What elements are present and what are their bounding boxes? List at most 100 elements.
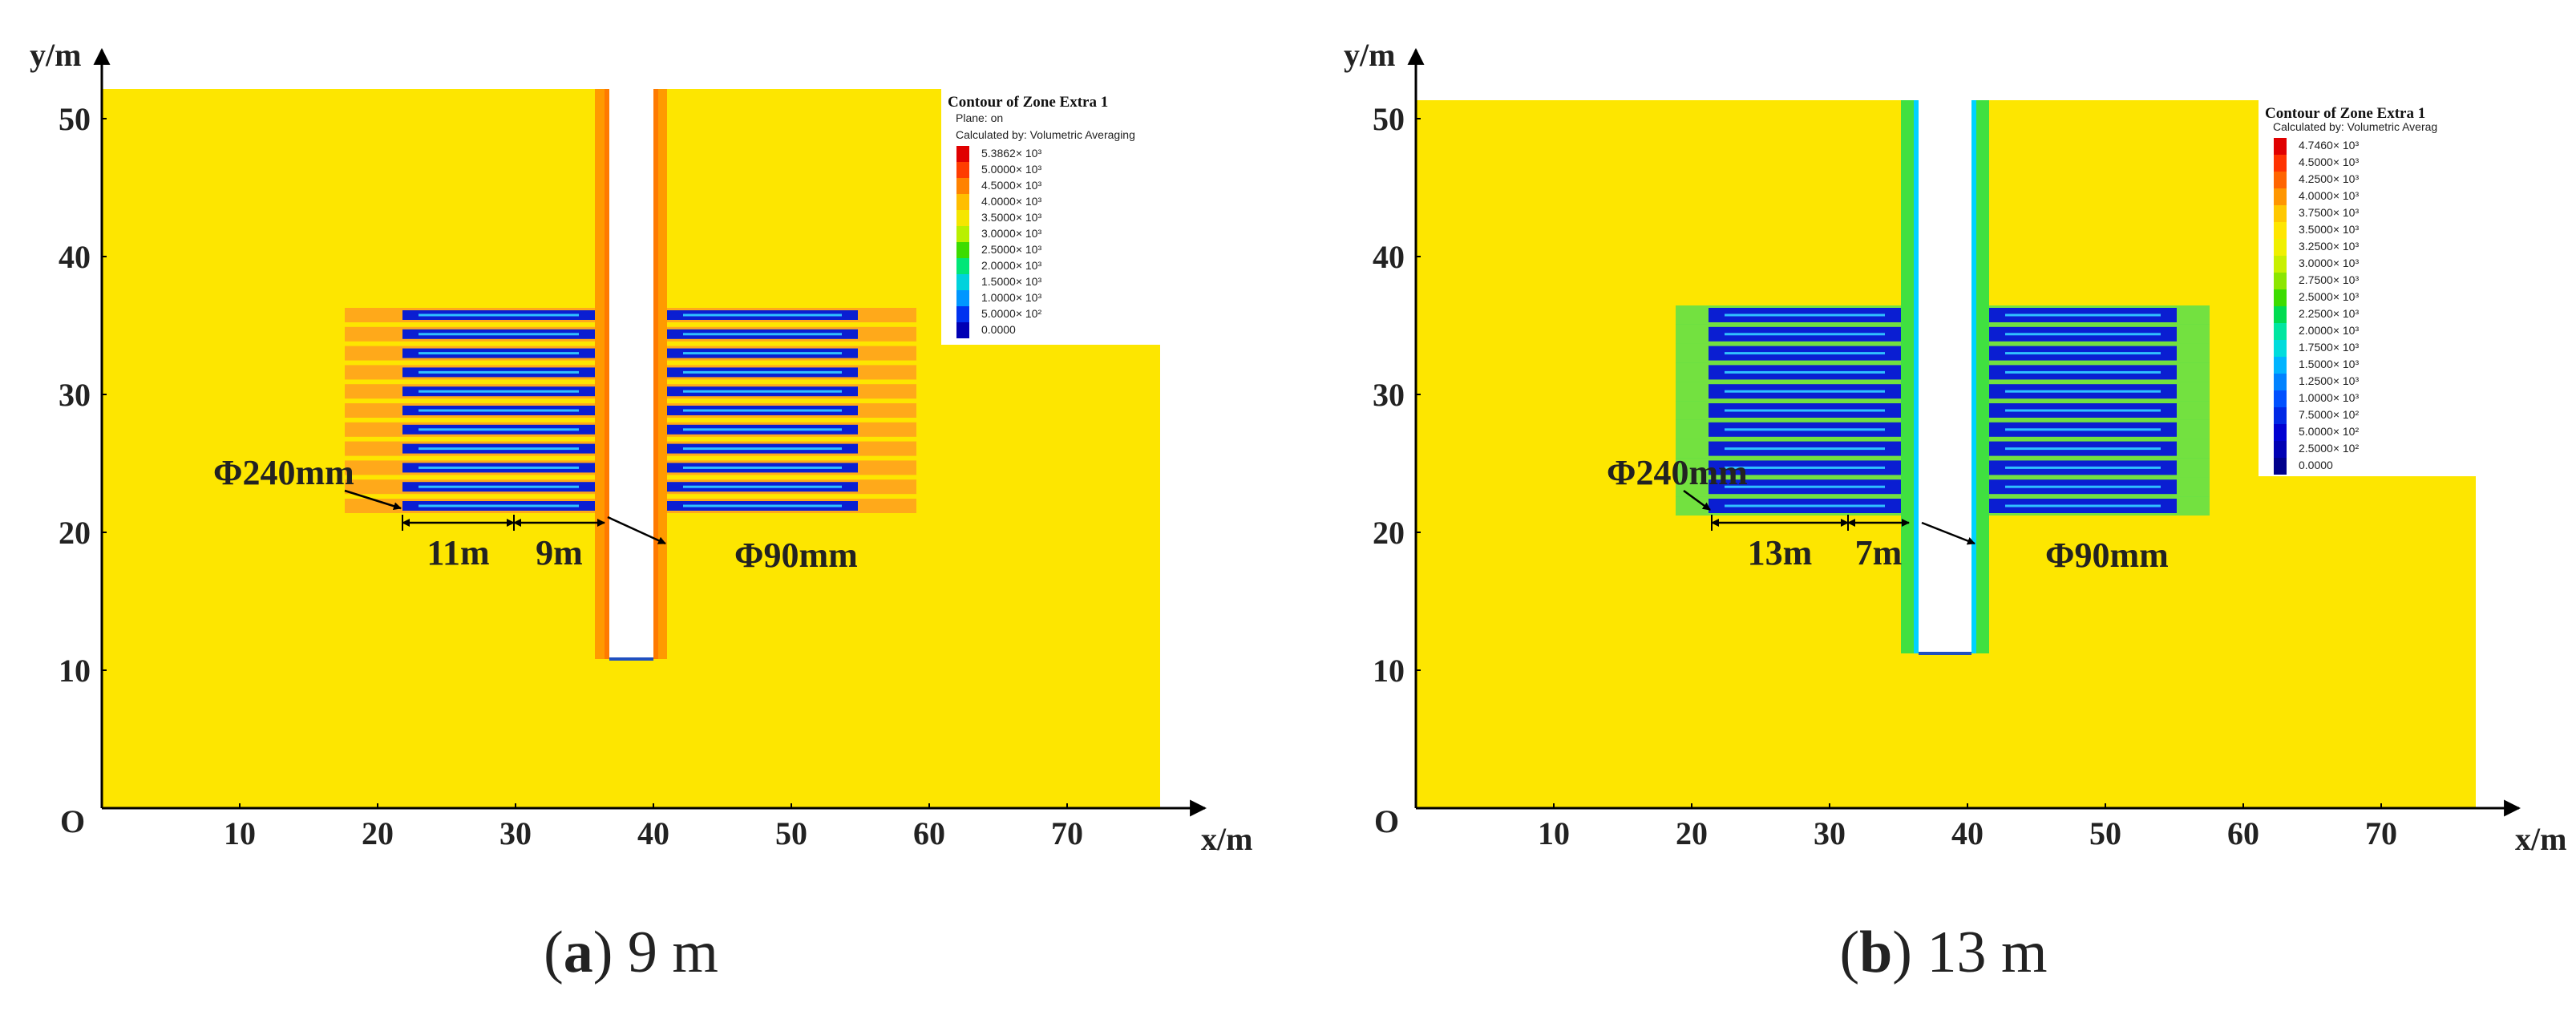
x-axis-label: x/m — [1201, 821, 1252, 857]
annotation-arrow — [1921, 521, 1975, 545]
caption-part: ) 13 m — [1892, 920, 2047, 985]
legend-swatch — [956, 306, 969, 322]
legend-label: 3.5000× 10³ — [2299, 223, 2359, 236]
y-tick-label: 20 — [59, 515, 91, 551]
legend-swatch — [2274, 155, 2287, 172]
x-tick-label: 10 — [224, 815, 256, 851]
fracture-center — [419, 428, 579, 431]
x-tick-label: 50 — [2089, 815, 2121, 851]
caption-part: a — [564, 920, 593, 985]
annotation: Φ90mm — [734, 536, 858, 575]
legend-label: 4.0000× 10³ — [981, 195, 1041, 208]
fracture-center — [419, 390, 579, 393]
annotation: Φ240mm — [213, 453, 354, 492]
legend-subtitle: Plane: on — [956, 111, 1003, 124]
fracture-center — [419, 352, 579, 355]
x-tick-label: 20 — [362, 815, 394, 851]
legend-label: 4.0000× 10³ — [2299, 189, 2359, 202]
legend-swatch — [2274, 357, 2287, 374]
fracture-center — [2005, 466, 2161, 469]
x-axis-label: x/m — [2515, 821, 2566, 857]
fracture-center — [683, 390, 842, 393]
fracture-center — [419, 409, 579, 412]
legend-swatch — [956, 242, 969, 258]
legend-swatch — [2274, 239, 2287, 256]
legend-swatch — [2274, 441, 2287, 458]
x-tick-label: 20 — [1676, 815, 1708, 851]
legend-label: 4.5000× 10³ — [981, 179, 1041, 192]
legend-swatch — [956, 210, 969, 226]
fracture-center — [1725, 390, 1885, 393]
y-tick-label: 50 — [1373, 101, 1405, 137]
fracture-center — [1725, 466, 1885, 469]
legend-label: 5.0000× 10² — [2299, 425, 2359, 438]
fracture-center — [1725, 313, 1885, 317]
x-tick-label: 30 — [499, 815, 532, 851]
fracture-center — [2005, 370, 2161, 374]
legend-label: 0.0000 — [2299, 459, 2333, 471]
legend-swatch — [956, 194, 969, 210]
legend-swatch — [2274, 407, 2287, 424]
legend-label: 7.5000× 10² — [2299, 408, 2359, 421]
y-axis-label: y/m — [30, 37, 81, 73]
legend-label: 1.7500× 10³ — [2299, 341, 2359, 354]
annotation: 7m — [1855, 533, 1903, 572]
legend-swatch — [2274, 273, 2287, 289]
annotation-arrow — [607, 516, 666, 545]
y-tick-label: 30 — [59, 377, 91, 413]
annotation: Φ90mm — [2045, 536, 2169, 575]
fracture-center — [1725, 504, 1885, 507]
legend-label: 3.0000× 10³ — [981, 227, 1041, 240]
fracture-center — [2005, 485, 2161, 488]
caption: (a) 9 m — [544, 920, 718, 985]
fracture-center — [2005, 352, 2161, 355]
legend-swatch — [2274, 289, 2287, 306]
x-tick-label: 40 — [637, 815, 669, 851]
legend-swatch — [956, 146, 969, 162]
legend-label: 0.0000 — [981, 323, 1016, 336]
x-tick-label: 60 — [2227, 815, 2259, 851]
fracture-center — [419, 370, 579, 374]
y-tick-label: 20 — [1373, 515, 1405, 551]
y-tick-label: 40 — [1373, 239, 1405, 275]
x-tick-label: 30 — [1814, 815, 1846, 851]
legend-swatch — [956, 322, 969, 338]
fracture-center — [2005, 333, 2161, 336]
legend-label: 2.0000× 10³ — [981, 259, 1041, 272]
legend-label: 4.2500× 10³ — [2299, 172, 2359, 185]
fracture-center — [1725, 409, 1885, 412]
legend-swatch — [956, 258, 969, 274]
legend-title: Contour of Zone Extra 1 — [948, 94, 1108, 111]
legend-swatch — [956, 274, 969, 290]
fracture-center — [1725, 333, 1885, 336]
caption: (b) 13 m — [1839, 920, 2047, 985]
well — [1919, 100, 1971, 653]
origin-label: O — [1374, 803, 1399, 839]
y-tick-label: 50 — [59, 101, 91, 137]
legend-swatch — [956, 178, 969, 194]
legend-swatch — [2274, 390, 2287, 407]
fracture-center — [419, 485, 579, 488]
caption-part: b — [1859, 920, 1892, 985]
annotation-arrow — [344, 489, 402, 511]
caption-part: ) 9 m — [593, 920, 718, 985]
fracture-center — [683, 447, 842, 451]
y-tick-label: 30 — [1373, 377, 1405, 413]
legend-swatch — [2274, 340, 2287, 357]
legend-label: 2.7500× 10³ — [2299, 273, 2359, 286]
legend-swatch — [2274, 323, 2287, 340]
fracture-center — [1725, 352, 1885, 355]
fracture-center — [2005, 428, 2161, 431]
fracture-center — [1725, 370, 1885, 374]
legend-swatch — [2274, 172, 2287, 188]
fracture-center — [683, 485, 842, 488]
legend-label: 5.0000× 10³ — [981, 163, 1041, 176]
fracture-center — [2005, 409, 2161, 412]
legend-label: 1.0000× 10³ — [981, 291, 1041, 304]
legend-label: 1.5000× 10³ — [2299, 358, 2359, 370]
legend-swatch — [956, 162, 969, 178]
legend-swatch — [2274, 222, 2287, 239]
